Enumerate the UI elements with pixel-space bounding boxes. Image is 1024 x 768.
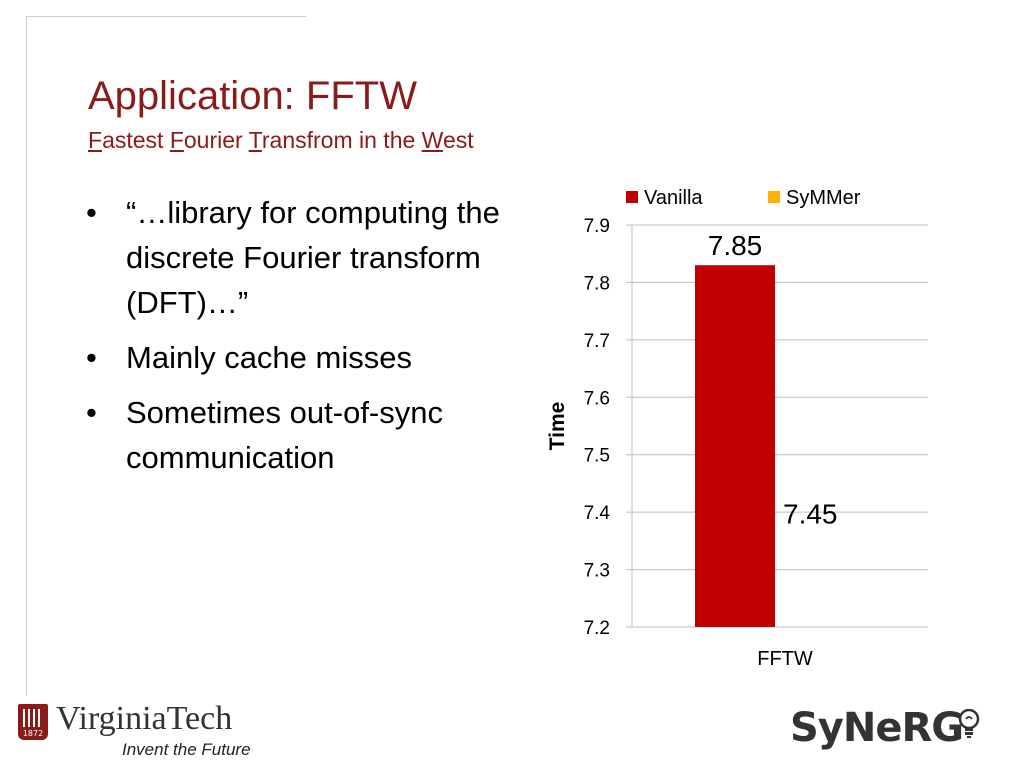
legend-swatch — [626, 191, 638, 203]
y-tick-label: 7.8 — [584, 273, 610, 294]
legend-label: SyMMer — [786, 187, 861, 209]
subtitle-part: astest — [102, 127, 170, 153]
bullet-text: “…library for computing the discrete Fou… — [126, 195, 500, 320]
x-category-label: FFTW — [757, 648, 813, 670]
subtitle-initial-f2: F — [169, 127, 184, 153]
bullet-dot: • — [86, 195, 97, 230]
slide-subtitle: Fastest Fourier Transfrom in the West — [88, 126, 474, 154]
subtitle-part: est — [442, 127, 474, 153]
y-tick-label: 7.9 — [584, 216, 610, 237]
vt-shield-icon: 1872 — [18, 704, 48, 740]
synerg-wordmark: SyNeRG — [790, 705, 964, 751]
y-tick-label: 7.5 — [584, 446, 610, 467]
bullet-dot: • — [86, 340, 97, 375]
subtitle-part: ourier — [183, 127, 249, 153]
bullet-list: • “…library for computing the discrete Fo… — [86, 190, 506, 490]
subtitle-initial-w: W — [421, 127, 443, 153]
y-tick-label: 7.2 — [584, 618, 610, 639]
synerg-logo: SyNeRG — [790, 705, 1010, 760]
slide-frame-top — [26, 16, 306, 17]
subtitle-part: ransfrom in the — [261, 127, 422, 153]
bullet-item: • Sometimes out-of-sync communication — [86, 390, 506, 480]
legend-swatch — [768, 191, 780, 203]
bullet-item: • Mainly cache misses — [86, 335, 506, 380]
bullet-text: Mainly cache misses — [126, 340, 412, 375]
slide-title: Application: FFTW — [88, 74, 417, 118]
bullet-text: Sometimes out-of-sync communication — [126, 395, 443, 475]
y-tick-label: 7.7 — [584, 331, 610, 352]
bullet-item: • “…library for computing the discrete Fo… — [86, 190, 506, 325]
subtitle-initial-t: T — [248, 127, 262, 153]
vt-year: 1872 — [22, 729, 44, 738]
y-axis-label: Time — [546, 402, 569, 451]
bullet-dot: • — [86, 395, 97, 430]
bar-vanilla — [695, 265, 775, 627]
slide-frame-left — [26, 16, 27, 696]
y-tick-label: 7.3 — [584, 561, 610, 582]
y-tick-label: 7.6 — [584, 388, 610, 409]
virginia-tech-logo: 1872 VirginiaTech Invent the Future — [14, 700, 274, 764]
vt-wordmark: VirginiaTech — [56, 700, 233, 737]
vt-tagline: Invent the Future — [122, 740, 251, 759]
bar-chart: 7.9 7.8 7.7 7.6 7.5 7.4 7.3 7.2 Time 7.85 7.45 FFTW… — [546, 187, 928, 670]
subtitle-initial-f: F — [88, 127, 103, 153]
data-label-symmer: 7.45 — [783, 498, 838, 529]
lightbulb-icon — [958, 709, 980, 738]
legend-label: Vanilla — [644, 187, 703, 209]
data-label-vanilla: 7.85 — [708, 230, 763, 261]
y-tick-label: 7.4 — [584, 503, 611, 524]
